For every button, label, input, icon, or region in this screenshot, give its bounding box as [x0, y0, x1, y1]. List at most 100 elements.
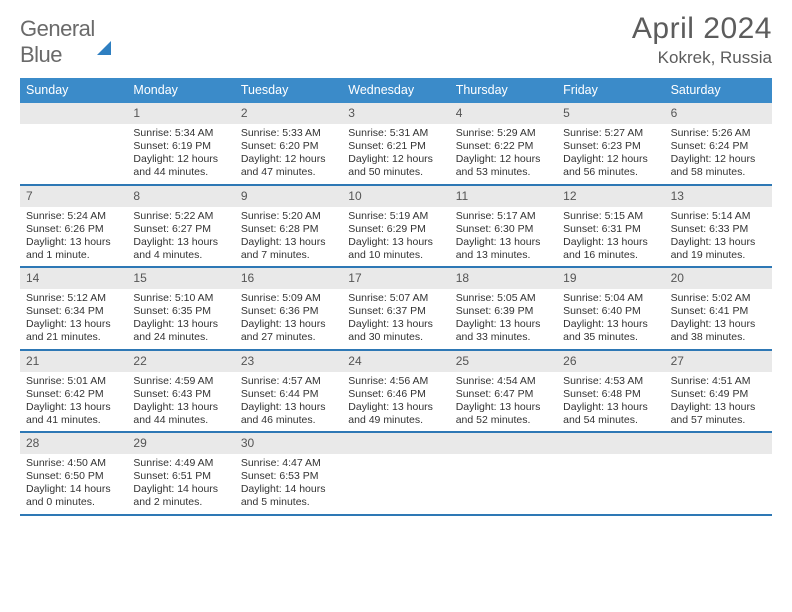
day-number: 29: [127, 433, 234, 454]
calendar-cell: 15Sunrise: 5:10 AMSunset: 6:35 PMDayligh…: [127, 268, 234, 349]
daylight-text: Daylight: 13 hours and 38 minutes.: [671, 318, 766, 344]
daylight-text: Daylight: 12 hours and 56 minutes.: [563, 153, 658, 179]
calendar-body: 1Sunrise: 5:34 AMSunset: 6:19 PMDaylight…: [20, 103, 772, 516]
daylight-text: Daylight: 13 hours and 10 minutes.: [348, 236, 443, 262]
day-header: Tuesday: [235, 78, 342, 103]
sunrise-text: Sunrise: 5:29 AM: [456, 127, 551, 140]
daylight-text: Daylight: 13 hours and 57 minutes.: [671, 401, 766, 427]
day-number: 1: [127, 103, 234, 124]
sunset-text: Sunset: 6:49 PM: [671, 388, 766, 401]
sunset-text: Sunset: 6:33 PM: [671, 223, 766, 236]
calendar-cell: 8Sunrise: 5:22 AMSunset: 6:27 PMDaylight…: [127, 186, 234, 267]
daylight-text: Daylight: 13 hours and 49 minutes.: [348, 401, 443, 427]
calendar-cell: 25Sunrise: 4:54 AMSunset: 6:47 PMDayligh…: [450, 351, 557, 432]
daylight-text: Daylight: 12 hours and 58 minutes.: [671, 153, 766, 179]
sunrise-text: Sunrise: 5:33 AM: [241, 127, 336, 140]
calendar-cell: 5Sunrise: 5:27 AMSunset: 6:23 PMDaylight…: [557, 103, 664, 184]
sunrise-text: Sunrise: 5:01 AM: [26, 375, 121, 388]
day-number: 21: [20, 351, 127, 372]
daylight-text: Daylight: 12 hours and 53 minutes.: [456, 153, 551, 179]
daylight-text: Daylight: 13 hours and 21 minutes.: [26, 318, 121, 344]
day-number: 12: [557, 186, 664, 207]
sunset-text: Sunset: 6:24 PM: [671, 140, 766, 153]
calendar-cell: 18Sunrise: 5:05 AMSunset: 6:39 PMDayligh…: [450, 268, 557, 349]
day-number: 16: [235, 268, 342, 289]
sunrise-text: Sunrise: 5:04 AM: [563, 292, 658, 305]
calendar-cell: 26Sunrise: 4:53 AMSunset: 6:48 PMDayligh…: [557, 351, 664, 432]
daylight-text: Daylight: 14 hours and 0 minutes.: [26, 483, 121, 509]
calendar-cell: 6Sunrise: 5:26 AMSunset: 6:24 PMDaylight…: [665, 103, 772, 184]
day-number: 27: [665, 351, 772, 372]
calendar-cell: 21Sunrise: 5:01 AMSunset: 6:42 PMDayligh…: [20, 351, 127, 432]
day-header: Saturday: [665, 78, 772, 103]
calendar-week: 21 Sunrise: 5:01 AMSunset: 6:42 PM Dayligh…: [20, 351, 772, 434]
sunrise-text: Sunrise: 4:57 AM: [241, 375, 336, 388]
daylight-text: Daylight: 13 hours and 24 minutes.: [133, 318, 228, 344]
daylight-text: Daylight: 13 hours and 46 minutes.: [241, 401, 336, 427]
sunset-text: Sunset: 6:21 PM: [348, 140, 443, 153]
calendar-cell: 2Sunrise: 5:33 AMSunset: 6:20 PMDaylight…: [235, 103, 342, 184]
sunset-text: Sunset: 6:46 PM: [348, 388, 443, 401]
day-number: 30: [235, 433, 342, 454]
brand-logo: General Blue: [20, 16, 111, 68]
sunset-text: Sunset: 6:37 PM: [348, 305, 443, 318]
daylight-text: Daylight: 13 hours and 13 minutes.: [456, 236, 551, 262]
daylight-text: Daylight: 13 hours and 1 minute.: [26, 236, 121, 262]
day-number: 19: [557, 268, 664, 289]
sunrise-text: Sunrise: 5:17 AM: [456, 210, 551, 223]
page-header: General Blue April 2024 Kokrek, Russia: [20, 12, 772, 68]
day-number: 10: [342, 186, 449, 207]
day-number: 11: [450, 186, 557, 207]
day-number: 4: [450, 103, 557, 124]
sunrise-text: Sunrise: 5:24 AM: [26, 210, 121, 223]
day-number: 13: [665, 186, 772, 207]
calendar-cell: 14Sunrise: 5:12 AMSunset: 6:34 PMDayligh…: [20, 268, 127, 349]
day-header: Thursday: [450, 78, 557, 103]
sunrise-text: Sunrise: 4:59 AM: [133, 375, 228, 388]
calendar-cell: 20Sunrise: 5:02 AMSunset: 6:41 PMDayligh…: [665, 268, 772, 349]
logo-part2: Blue: [20, 42, 62, 67]
calendar-cell: [557, 433, 664, 514]
calendar-cell: 24Sunrise: 4:56 AMSunset: 6:46 PMDayligh…: [342, 351, 449, 432]
sunset-text: Sunset: 6:35 PM: [133, 305, 228, 318]
day-number: 9: [235, 186, 342, 207]
calendar-cell: 13Sunrise: 5:14 AMSunset: 6:33 PMDayligh…: [665, 186, 772, 267]
day-number: 15: [127, 268, 234, 289]
sunset-text: Sunset: 6:40 PM: [563, 305, 658, 318]
logo-text: General Blue: [20, 16, 111, 68]
day-number: 8: [127, 186, 234, 207]
daylight-text: Daylight: 14 hours and 2 minutes.: [133, 483, 228, 509]
sunset-text: Sunset: 6:48 PM: [563, 388, 658, 401]
calendar-week: 1Sunrise: 5:34 AMSunset: 6:19 PMDaylight…: [20, 103, 772, 186]
daylight-text: Daylight: 13 hours and 27 minutes.: [241, 318, 336, 344]
sunrise-text: Sunrise: 5:09 AM: [241, 292, 336, 305]
sunrise-text: Sunrise: 5:02 AM: [671, 292, 766, 305]
calendar-week: 28Sunrise: 4:50 AMSunset: 6:50 PMDayligh…: [20, 433, 772, 516]
sunset-text: Sunset: 6:47 PM: [456, 388, 551, 401]
sunrise-text: Sunrise: 4:56 AM: [348, 375, 443, 388]
sunset-text: Sunset: 6:51 PM: [133, 470, 228, 483]
calendar-cell: 1Sunrise: 5:34 AMSunset: 6:19 PMDaylight…: [127, 103, 234, 184]
calendar-cell: 27Sunrise: 4:51 AMSunset: 6:49 PMDayligh…: [665, 351, 772, 432]
day-number: 23: [235, 351, 342, 372]
calendar-cell: 22Sunrise: 4:59 AMSunset: 6:43 PMDayligh…: [127, 351, 234, 432]
daylight-text: Daylight: 13 hours and 16 minutes.: [563, 236, 658, 262]
daylight-text: Daylight: 13 hours and 7 minutes.: [241, 236, 336, 262]
sunset-text: Sunset: 6:42 PM: [26, 388, 121, 401]
sunset-text: Sunset: 6:44 PM: [241, 388, 336, 401]
daylight-text: Daylight: 12 hours and 50 minutes.: [348, 153, 443, 179]
sunset-text: Sunset: 6:26 PM: [26, 223, 121, 236]
calendar-week: 14Sunrise: 5:12 AMSunset: 6:34 PMDayligh…: [20, 268, 772, 351]
sunset-text: Sunset: 6:31 PM: [563, 223, 658, 236]
day-number: 22: [127, 351, 234, 372]
day-header: Monday: [127, 78, 234, 103]
calendar-cell: [20, 103, 127, 184]
daylight-text: Daylight: 13 hours and 33 minutes.: [456, 318, 551, 344]
day-number: 17: [342, 268, 449, 289]
logo-triangle-icon: [97, 16, 111, 55]
day-number: 5: [557, 103, 664, 124]
sunset-text: Sunset: 6:27 PM: [133, 223, 228, 236]
sunset-text: Sunset: 6:30 PM: [456, 223, 551, 236]
logo-part1: General: [20, 16, 95, 41]
day-header: Friday: [557, 78, 664, 103]
